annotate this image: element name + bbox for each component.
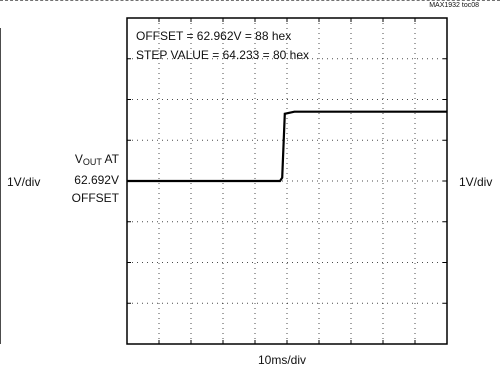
left-scale-label: 1V/div — [7, 175, 41, 189]
x-axis-label: 10ms/div — [258, 353, 307, 367]
vout-offset-label: VOUT AT 62.692V OFFSET — [57, 150, 119, 207]
vout-label-line2: 62.692V — [74, 173, 119, 187]
annotation-offset: OFFSET = 62.962V = 88 hex — [136, 29, 291, 43]
grid-lines — [127, 18, 447, 344]
left-edge-line — [0, 28, 1, 344]
vout-trace-line — [127, 110, 447, 183]
header-divider — [0, 0, 500, 7]
annotation-step-value: STEP VALUE = 64.233 = 80 hex — [136, 48, 309, 62]
right-scale-label: 1V/div — [459, 175, 493, 189]
source-id-label: MAX1932 toc08 — [429, 2, 479, 9]
vout-label-line3: OFFSET — [71, 191, 119, 205]
vout-label-line1: VOUT AT — [74, 152, 119, 167]
